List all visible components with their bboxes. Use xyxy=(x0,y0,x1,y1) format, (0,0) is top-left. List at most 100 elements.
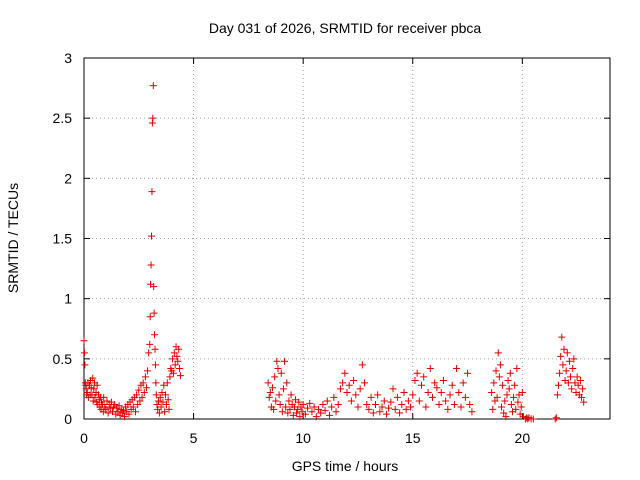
data-point xyxy=(295,398,303,406)
data-point xyxy=(135,386,143,394)
data-point xyxy=(398,401,406,409)
data-point xyxy=(569,364,577,372)
data-point xyxy=(148,232,156,240)
data-point xyxy=(144,367,152,375)
data-point xyxy=(442,397,450,405)
data-point xyxy=(504,376,512,384)
data-point xyxy=(82,385,90,393)
data-point xyxy=(136,397,144,405)
data-point xyxy=(574,381,582,389)
data-point xyxy=(391,405,399,413)
y-tick-label: 2 xyxy=(64,170,72,186)
grid xyxy=(84,58,610,419)
data-point xyxy=(125,410,133,418)
data-point xyxy=(409,391,417,399)
data-point xyxy=(407,403,415,411)
data-point xyxy=(570,355,578,363)
data-point xyxy=(502,413,510,421)
data-point xyxy=(152,379,160,387)
data-point xyxy=(457,403,465,411)
y-tick-label: 0.5 xyxy=(53,351,73,367)
data-point xyxy=(363,401,371,409)
data-point xyxy=(174,357,182,365)
data-point xyxy=(424,389,432,397)
data-point xyxy=(272,397,280,405)
data-point xyxy=(140,389,148,397)
data-point xyxy=(270,405,278,413)
data-point xyxy=(576,376,584,384)
data-point xyxy=(149,82,157,90)
data-point xyxy=(529,415,537,423)
data-point xyxy=(435,401,443,409)
data-point xyxy=(389,385,397,393)
y-axis-label: SRMTID / TECUs xyxy=(5,183,21,293)
data-point xyxy=(279,385,287,393)
data-point xyxy=(103,397,111,405)
data-point xyxy=(142,384,150,392)
data-point xyxy=(361,379,369,387)
data-point xyxy=(170,349,178,357)
data-point xyxy=(293,409,301,417)
data-point xyxy=(284,409,292,417)
data-point xyxy=(420,373,428,381)
data-point xyxy=(146,313,154,321)
data-point xyxy=(90,385,98,393)
data-point xyxy=(317,409,325,417)
data-point xyxy=(169,369,177,377)
data-point xyxy=(155,397,163,405)
data-point xyxy=(265,393,273,401)
data-point xyxy=(426,364,434,372)
data-point xyxy=(511,381,519,389)
data-point xyxy=(568,385,576,393)
data-point xyxy=(402,405,410,413)
data-point xyxy=(325,411,333,419)
data-point xyxy=(501,397,509,405)
data-point xyxy=(145,349,153,357)
data-point xyxy=(176,372,184,380)
data-point xyxy=(376,408,384,416)
x-tick-label: 5 xyxy=(190,430,198,446)
data-point xyxy=(506,369,514,377)
data-point xyxy=(563,349,571,357)
data-point xyxy=(396,409,404,417)
data-point xyxy=(374,391,382,399)
data-point xyxy=(413,369,421,377)
data-point xyxy=(273,357,281,365)
data-point xyxy=(455,389,463,397)
data-point xyxy=(330,393,338,401)
data-point xyxy=(152,391,160,399)
data-point xyxy=(150,283,158,291)
data-point xyxy=(446,391,454,399)
data-point xyxy=(158,389,166,397)
data-point xyxy=(560,345,568,353)
data-point xyxy=(157,403,165,411)
data-point xyxy=(491,397,499,405)
data-point xyxy=(488,389,496,397)
data-point xyxy=(393,393,401,401)
data-point xyxy=(559,361,567,369)
y-tick-label: 1.5 xyxy=(53,231,73,247)
axis-ticks: 0 5 10 15 20 0 0.5 1 1.5 2 2.5 3 xyxy=(53,50,610,446)
data-point xyxy=(80,349,88,357)
data-point xyxy=(286,405,294,413)
data-point xyxy=(306,399,314,407)
data-point xyxy=(301,410,309,418)
data-point xyxy=(277,369,285,377)
data-point xyxy=(264,379,272,387)
data-point xyxy=(418,381,426,389)
data-point xyxy=(151,361,159,369)
data-point xyxy=(433,384,441,392)
data-point xyxy=(133,391,141,399)
data-point xyxy=(404,397,412,405)
data-point xyxy=(150,309,158,317)
data-point xyxy=(148,188,156,196)
data-point xyxy=(162,401,170,409)
data-point xyxy=(111,401,119,409)
data-point xyxy=(562,367,570,375)
data-point xyxy=(164,396,172,404)
x-tick-label: 0 xyxy=(80,430,88,446)
data-point xyxy=(299,401,307,409)
data-point xyxy=(431,379,439,387)
data-point xyxy=(332,408,340,416)
data-point xyxy=(102,405,110,413)
